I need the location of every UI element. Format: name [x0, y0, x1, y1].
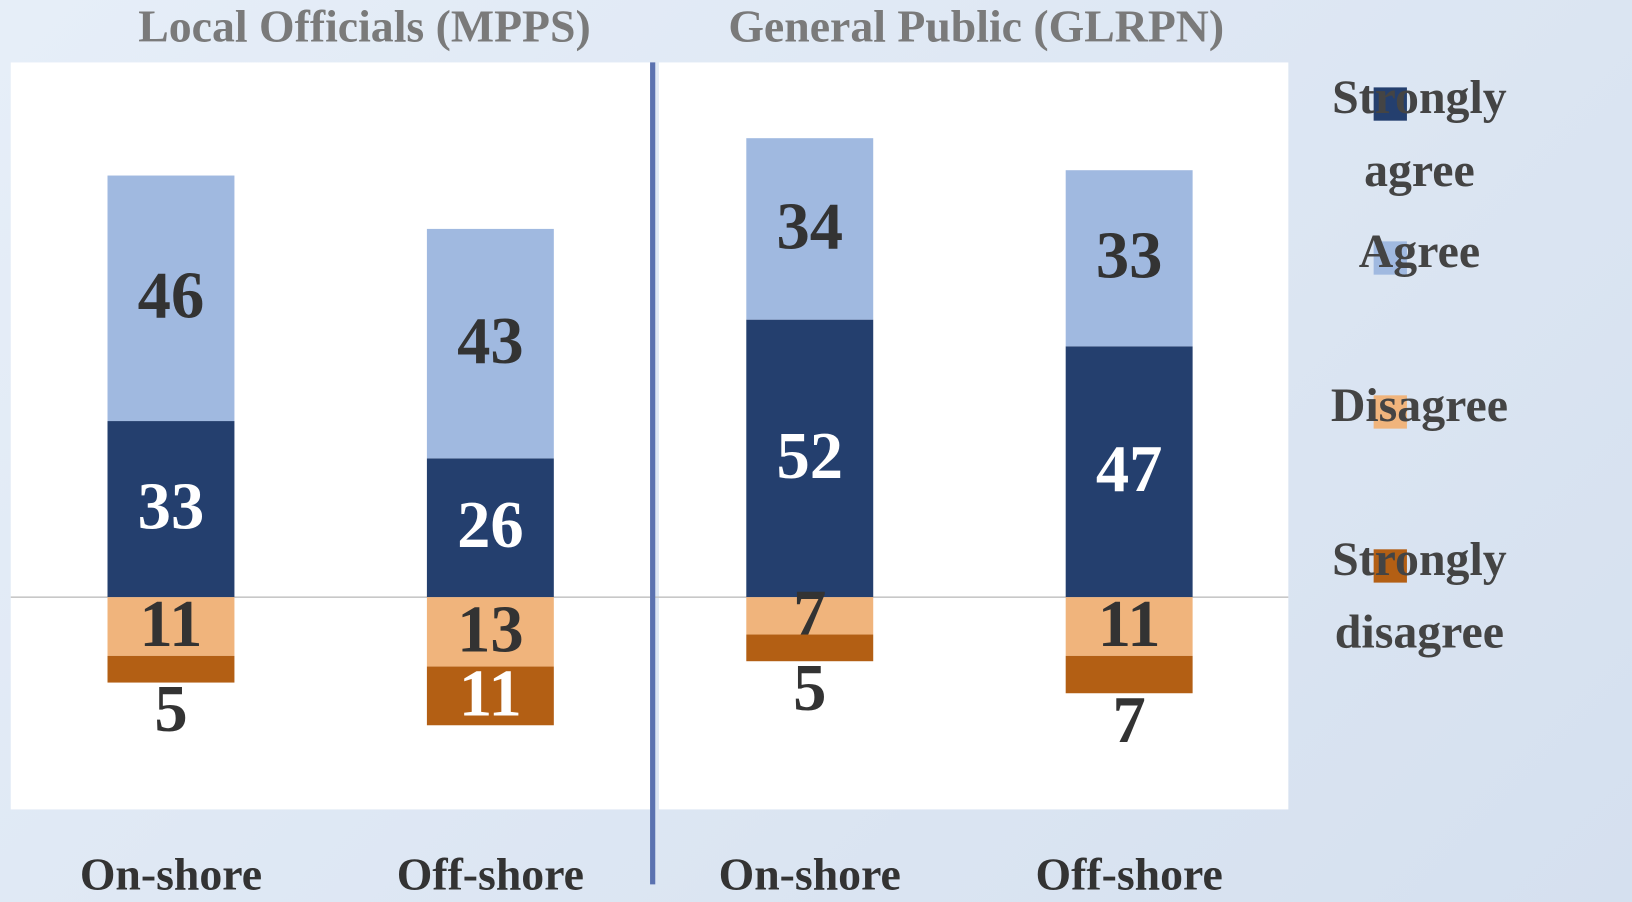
value-label: 43 [457, 305, 524, 378]
legend-line: Disagree [1331, 379, 1508, 432]
value-label: 26 [457, 489, 524, 562]
legend-label: Strongly disagree [1332, 533, 1507, 659]
legend-swatch [1373, 549, 1407, 583]
legend-line: Strongly [1332, 71, 1507, 124]
value-label: 7 [1113, 684, 1146, 757]
value-label: 46 [138, 260, 205, 333]
value-label: 52 [776, 420, 843, 493]
group-title: Local Officials (MPPS) [138, 1, 590, 52]
bar-segment [107, 655, 235, 683]
value-label: 5 [793, 652, 826, 725]
value-label: 33 [1096, 220, 1163, 293]
value-label: 13 [457, 593, 524, 666]
bar-segment [746, 634, 874, 662]
bar-segment [1065, 346, 1193, 598]
legend-label: Disagree [1331, 379, 1508, 432]
bar-segment [746, 319, 874, 598]
bar-segment [746, 597, 874, 635]
value-label: 11 [140, 588, 203, 661]
legend-label: Strongly agree [1332, 71, 1507, 197]
legend-line: agree [1364, 144, 1475, 197]
x-tick-label: Off-shore [1036, 849, 1223, 900]
legend-swatch [1373, 395, 1407, 429]
legend-line: Agree [1359, 225, 1480, 278]
group-title: General Public (GLRPN) [728, 1, 1224, 52]
legend-swatch [1373, 241, 1407, 275]
bar-segment [1065, 655, 1193, 694]
value-label: 47 [1096, 433, 1163, 506]
bar-segment [107, 421, 235, 598]
x-tick-label: On-shore [719, 849, 901, 900]
bar-segment [426, 228, 554, 459]
bar-segment [107, 597, 235, 656]
x-tick-label: On-shore [80, 849, 262, 900]
bar-segment [426, 597, 554, 667]
legend-line: Strongly [1332, 533, 1507, 586]
bar-segment [1065, 597, 1193, 656]
bar-segment [1065, 170, 1193, 347]
value-label: 5 [154, 673, 187, 746]
value-label: 33 [138, 471, 205, 544]
legend-swatch [1373, 87, 1407, 121]
value-label: 11 [459, 657, 522, 730]
bar-segment [107, 175, 235, 422]
left-panel [10, 62, 651, 810]
x-tick-label: Off-shore [397, 849, 584, 900]
legend-line: disagree [1335, 606, 1504, 659]
value-label: 34 [776, 190, 843, 263]
legend-label: Agree [1359, 225, 1480, 278]
value-label: 11 [1098, 588, 1161, 661]
bar-segment [426, 458, 554, 598]
bar-segment [746, 138, 874, 320]
bar-segment [426, 666, 554, 726]
